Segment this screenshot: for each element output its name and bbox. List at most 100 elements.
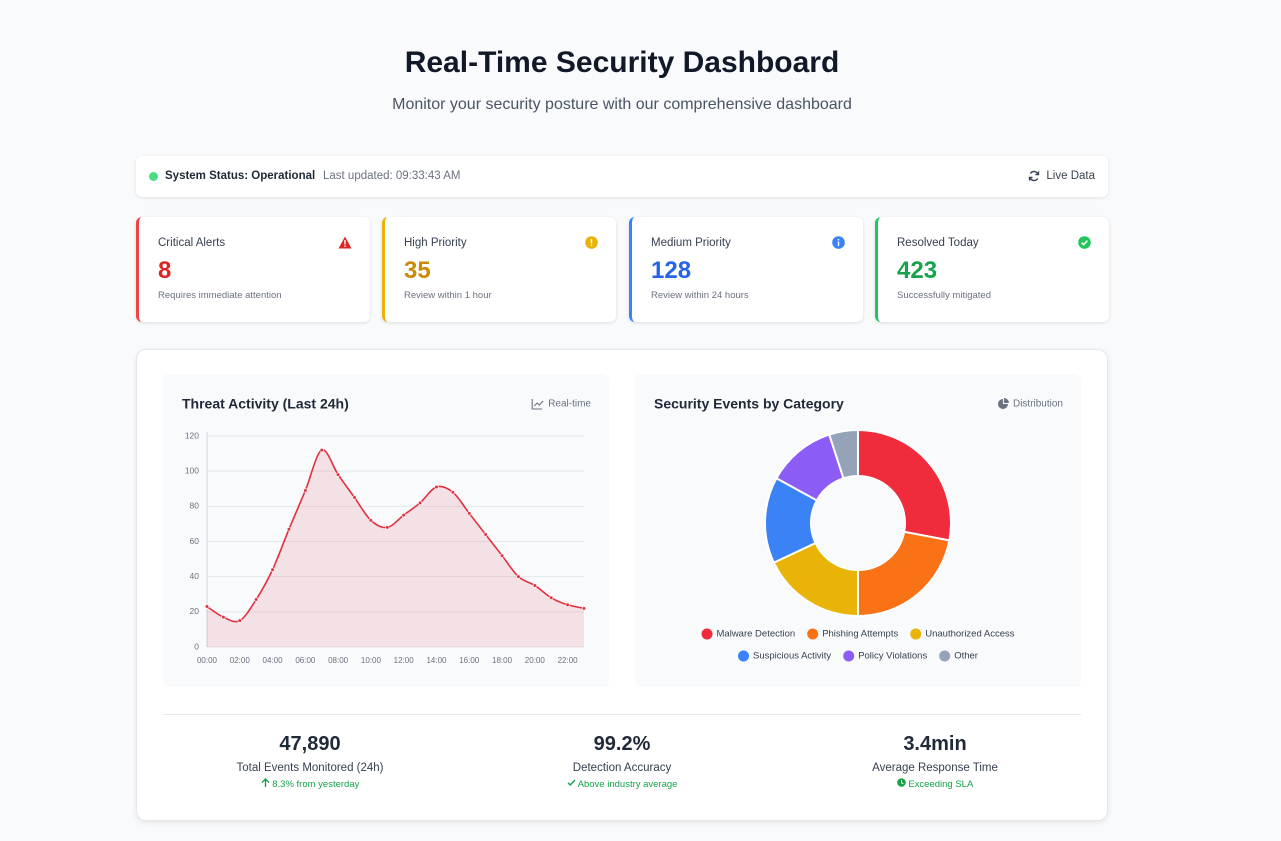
point <box>549 595 554 600</box>
point <box>565 602 570 607</box>
last-updated: Last updated: 09:33:43 AM <box>323 170 461 182</box>
x-tick-label: 00:00 <box>197 656 218 665</box>
x-tick-label: 04:00 <box>263 656 284 665</box>
stat-label: Total Events Monitored (24h) <box>236 762 384 774</box>
live-label: Live Data <box>1046 170 1095 182</box>
x-tick-label: 20:00 <box>525 656 546 665</box>
x-tick-label: 16:00 <box>459 656 480 665</box>
point <box>237 618 242 623</box>
status-dot <box>149 172 158 181</box>
stat-value: 47,890 <box>279 733 341 755</box>
point <box>221 615 226 620</box>
y-tick-label: 0 <box>194 641 199 651</box>
stat-note-text: Exceeding SLA <box>908 779 974 790</box>
card-note: Review within 1 hour <box>404 290 492 301</box>
page-title: Real-Time Security Dashboard <box>404 46 840 79</box>
y-tick-label: 40 <box>190 571 200 581</box>
stat: 47,890 Total Events Monitored (24h) 8.3%… <box>157 733 463 790</box>
refresh-icon <box>1029 170 1040 182</box>
stat-value: 99.2% <box>593 733 651 755</box>
card: Critical Alerts 8 Requires immediate att… <box>136 217 370 322</box>
point <box>516 574 521 579</box>
chart-title: Threat Activity (Last 24h) <box>182 396 349 412</box>
clock-icon <box>896 778 906 787</box>
y-tick-label: 100 <box>185 465 199 475</box>
card-value: 128 <box>651 257 692 284</box>
stat-note: Above industry average <box>469 778 775 790</box>
x-tick-label: 10:00 <box>361 656 382 665</box>
point <box>270 567 275 572</box>
slice <box>857 428 952 542</box>
point <box>499 553 505 558</box>
slice <box>828 428 859 480</box>
point <box>204 604 210 609</box>
tag-icon <box>997 398 1009 409</box>
point <box>581 606 587 611</box>
live-data[interactable]: Live Data <box>1029 170 1095 182</box>
legend-swatch <box>738 650 750 662</box>
card-note: Successfully mitigated <box>897 290 991 301</box>
x-tick-label: 12:00 <box>394 656 415 665</box>
card-value: 35 <box>404 257 431 284</box>
stat-value: 3.4min <box>903 733 967 755</box>
info-icon <box>832 236 845 249</box>
area <box>207 449 584 647</box>
stat-label: Detection Accuracy <box>572 762 672 774</box>
legend-swatch <box>843 650 855 662</box>
card-title: Critical Alerts <box>158 237 226 249</box>
chart-tag: Distribution <box>1013 399 1063 410</box>
point <box>417 500 423 505</box>
x-tick-label: 02:00 <box>230 656 251 665</box>
card-note: Requires immediate attention <box>158 290 282 301</box>
legend-swatch <box>701 628 713 640</box>
card-value: 423 <box>897 257 938 284</box>
stat-note: 8.3% from yesterday <box>157 778 463 790</box>
point <box>254 597 259 602</box>
y-tick-label: 60 <box>190 536 200 546</box>
status-label: System Status: Operational <box>165 170 316 182</box>
card-title: High Priority <box>404 237 467 249</box>
point <box>434 484 439 490</box>
tag-icon <box>531 399 544 410</box>
card: Resolved Today 423 Successfully mitigate… <box>875 217 1109 322</box>
y-tick-label: 80 <box>190 501 200 511</box>
x-tick-label: 08:00 <box>328 656 349 665</box>
legend-label: Phishing Attempts <box>822 629 898 640</box>
warning-icon <box>585 236 598 249</box>
point <box>303 488 308 493</box>
stat-note-text: 8.3% from yesterday <box>272 779 360 790</box>
donut-chart: Security Events by Category Distribution M… <box>635 374 1081 687</box>
point <box>467 511 472 516</box>
status-bar: System Status: Operational Last updated:… <box>136 156 1108 197</box>
stat: 3.4min Average Response Time Exceeding S… <box>782 733 1088 790</box>
card-value: 8 <box>158 257 172 284</box>
point <box>450 490 455 495</box>
check-icon <box>1078 236 1091 249</box>
stat-note-text: Above industry average <box>577 779 678 790</box>
legend-label: Other <box>954 651 978 662</box>
point <box>385 525 390 530</box>
y-tick-label: 20 <box>190 606 200 616</box>
point <box>401 513 406 518</box>
card: High Priority 35 Review within 1 hour <box>382 217 616 322</box>
point <box>352 495 357 500</box>
y-tick-label: 120 <box>185 430 199 440</box>
arrow-up-icon <box>261 778 270 787</box>
line-chart: Threat Activity (Last 24h) Real-time 0 20 40… <box>163 374 609 687</box>
point <box>286 527 292 532</box>
legend-swatch <box>807 628 819 640</box>
card-title: Medium Priority <box>651 237 731 249</box>
stat-note: Exceeding SLA <box>782 778 1088 790</box>
legend-swatch <box>939 650 951 662</box>
x-tick-label: 14:00 <box>426 656 447 665</box>
page-subtitle: Monitor your security posture with our c… <box>392 96 852 113</box>
card-title: Resolved Today <box>897 237 979 249</box>
check-icon <box>567 779 576 787</box>
point <box>368 518 374 523</box>
legend-label: Suspicious Activity <box>753 651 831 662</box>
legend-label: Malware Detection <box>717 629 796 640</box>
card: Medium Priority 128 Review within 24 hou… <box>629 217 863 322</box>
x-tick-label: 22:00 <box>558 656 579 665</box>
legend-label: Unauthorized Access <box>925 629 1014 640</box>
